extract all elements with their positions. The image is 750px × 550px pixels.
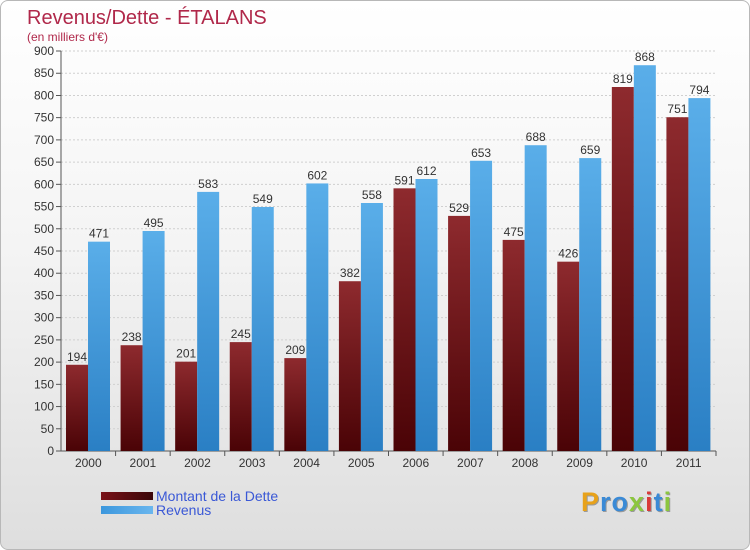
x-tick-label: 2010 <box>621 456 648 470</box>
bar-revenus <box>251 207 274 451</box>
bar-dette <box>393 188 416 452</box>
y-tick-label: 700 <box>34 133 54 147</box>
y-tick-label: 0 <box>47 444 54 458</box>
data-label-dette: 819 <box>613 72 633 86</box>
logo-letter: t <box>653 487 664 517</box>
data-label-revenus: 495 <box>144 216 164 230</box>
y-tick-label: 500 <box>34 222 54 236</box>
y-tick-label: 850 <box>34 66 54 80</box>
data-label-revenus: 688 <box>526 130 546 144</box>
proxiti-logo: Proxiti <box>581 487 672 518</box>
x-tick-label: 2002 <box>184 456 211 470</box>
data-label-revenus: 653 <box>471 146 491 160</box>
chart-subtitle: (en milliers d'€) <box>27 30 108 44</box>
logo-letter: i <box>645 487 654 517</box>
x-tick-label: 2003 <box>239 456 266 470</box>
data-label-dette: 209 <box>285 343 305 357</box>
bar-revenus <box>197 191 220 451</box>
chart-title: Revenus/Dette - ÉTALANS <box>27 7 267 29</box>
bar-revenus <box>88 241 110 451</box>
data-label-dette: 751 <box>667 102 687 116</box>
y-tick-label: 800 <box>34 88 54 102</box>
x-tick-label: 2006 <box>402 456 429 470</box>
bar-dette <box>666 117 689 451</box>
bar-dette <box>66 364 88 451</box>
bar-revenus <box>524 145 547 451</box>
y-tick-label: 300 <box>34 311 54 325</box>
data-label-revenus: 558 <box>362 188 382 202</box>
bar-dette <box>338 281 361 451</box>
y-tick-label: 200 <box>34 355 54 369</box>
bar-dette <box>175 361 198 451</box>
bar-dette <box>611 87 634 451</box>
bar-revenus <box>306 183 329 451</box>
y-tick-label: 550 <box>34 200 54 214</box>
legend-label-dette: Montant de la Dette <box>156 488 279 504</box>
bar-revenus <box>688 98 711 451</box>
bar-dette <box>502 239 525 451</box>
bar-revenus <box>415 179 438 451</box>
y-tick-label: 350 <box>34 288 54 302</box>
data-label-revenus: 549 <box>253 192 273 206</box>
logo-letter: o <box>611 487 630 517</box>
y-tick-label: 400 <box>34 266 54 280</box>
bar-dette <box>229 342 252 451</box>
legend-swatch-dette <box>101 492 153 500</box>
legend-label-revenus: Revenus <box>156 502 212 518</box>
bar-dette <box>557 261 580 451</box>
y-tick-label: 100 <box>34 400 54 414</box>
bar-dette <box>448 215 471 451</box>
logo-letter: x <box>629 487 646 517</box>
data-label-dette: 201 <box>176 347 196 361</box>
x-tick-label: 2007 <box>457 456 484 470</box>
data-label-dette: 194 <box>67 350 87 364</box>
bar-revenus <box>360 203 383 451</box>
data-label-dette: 245 <box>231 327 251 341</box>
x-tick-label: 2005 <box>348 456 375 470</box>
data-label-revenus: 659 <box>580 143 600 157</box>
bar-revenus <box>470 160 493 451</box>
logo-letter: P <box>581 487 601 517</box>
data-label-dette: 529 <box>449 201 469 215</box>
logo-letter: i <box>663 487 673 517</box>
data-label-revenus: 471 <box>89 227 109 241</box>
bar-dette <box>284 358 307 451</box>
data-label-revenus: 794 <box>689 83 709 97</box>
x-tick-label: 2001 <box>130 456 157 470</box>
y-tick-label: 150 <box>34 377 54 391</box>
legend-swatch-revenus <box>101 506 153 514</box>
y-tick-label: 450 <box>34 244 54 258</box>
data-label-dette: 475 <box>504 225 524 239</box>
data-label-revenus: 868 <box>635 50 655 64</box>
logo-letter: r <box>600 487 612 517</box>
x-tick-label: 2008 <box>512 456 539 470</box>
data-label-revenus: 612 <box>416 164 436 178</box>
bar-dette <box>120 345 143 451</box>
data-label-revenus: 583 <box>198 177 218 191</box>
x-tick-label: 2000 <box>75 456 102 470</box>
x-tick-label: 2009 <box>566 456 593 470</box>
data-label-dette: 591 <box>394 173 414 187</box>
y-tick-label: 50 <box>41 422 55 436</box>
y-tick-label: 900 <box>34 44 54 58</box>
data-label-dette: 382 <box>340 266 360 280</box>
x-tick-label: 2004 <box>293 456 320 470</box>
bar-revenus <box>633 65 656 451</box>
x-tick-label: 2011 <box>676 456 702 470</box>
data-label-dette: 238 <box>122 330 142 344</box>
data-label-dette: 426 <box>558 247 578 261</box>
bar-revenus <box>579 158 602 451</box>
y-tick-label: 250 <box>34 333 54 347</box>
y-tick-label: 600 <box>34 177 54 191</box>
bar-revenus <box>142 231 165 451</box>
data-label-revenus: 602 <box>307 168 327 182</box>
y-tick-label: 750 <box>34 111 54 125</box>
y-tick-label: 650 <box>34 155 54 169</box>
